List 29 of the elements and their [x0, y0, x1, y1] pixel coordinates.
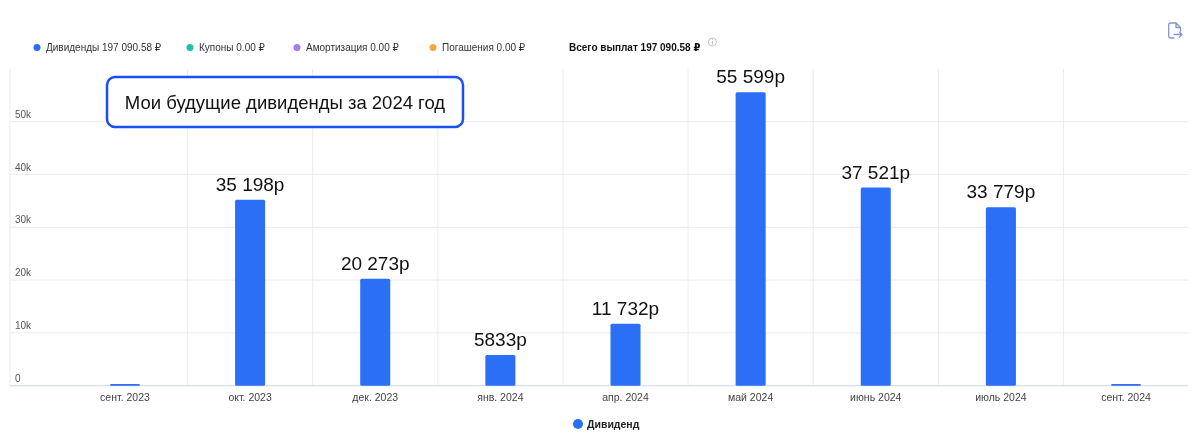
- data-label: 35 198р: [215, 173, 285, 195]
- y-tick-label: 0: [15, 372, 21, 384]
- data-label: 20 273р: [340, 252, 410, 274]
- x-tick-label: апр. 2024: [602, 391, 649, 403]
- text: Купоны 0.00 ₽: [199, 42, 266, 53]
- text: Дивиденды 197 090.58 ₽: [46, 42, 162, 53]
- text: Всего выплат 197 090.58 ₽: [569, 42, 701, 53]
- x-tick-label: июнь 2024: [850, 391, 902, 403]
- text: Погашения 0.00 ₽: [442, 42, 526, 53]
- x-tick-label: май 2024: [728, 391, 774, 403]
- data-label: 55 599р: [716, 66, 785, 88]
- y-tick-label: 30k: [15, 214, 33, 226]
- data-label: 33 779р: [966, 181, 1036, 203]
- x-tick-label: дек. 2023: [352, 391, 399, 403]
- x-tick-label: сент. 2023: [100, 391, 150, 403]
- data-label: 37 521р: [841, 161, 911, 183]
- text: Амортизация 0.00 ₽: [306, 42, 400, 53]
- x-tick-label: июль 2024: [975, 391, 1027, 403]
- y-tick-label: 20k: [15, 267, 33, 279]
- x-tick-label: янв. 2024: [477, 391, 524, 403]
- y-tick-label: 50k: [15, 108, 33, 120]
- data-label: 5833р: [473, 328, 527, 350]
- y-tick-label: 40k: [15, 161, 33, 173]
- text: Мои будущие дивиденды за 2024 год: [124, 92, 446, 113]
- x-tick-label: сент. 2024: [1101, 391, 1152, 403]
- y-tick-label: 10k: [15, 319, 33, 331]
- data-label: 11 732р: [591, 297, 660, 319]
- legend-label: Дивиденд: [587, 418, 640, 430]
- x-tick-label: окт. 2023: [228, 391, 272, 403]
